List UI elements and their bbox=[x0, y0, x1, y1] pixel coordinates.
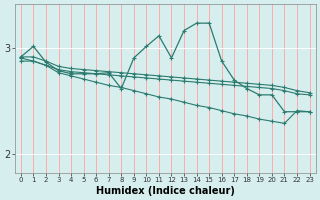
X-axis label: Humidex (Indice chaleur): Humidex (Indice chaleur) bbox=[96, 186, 235, 196]
